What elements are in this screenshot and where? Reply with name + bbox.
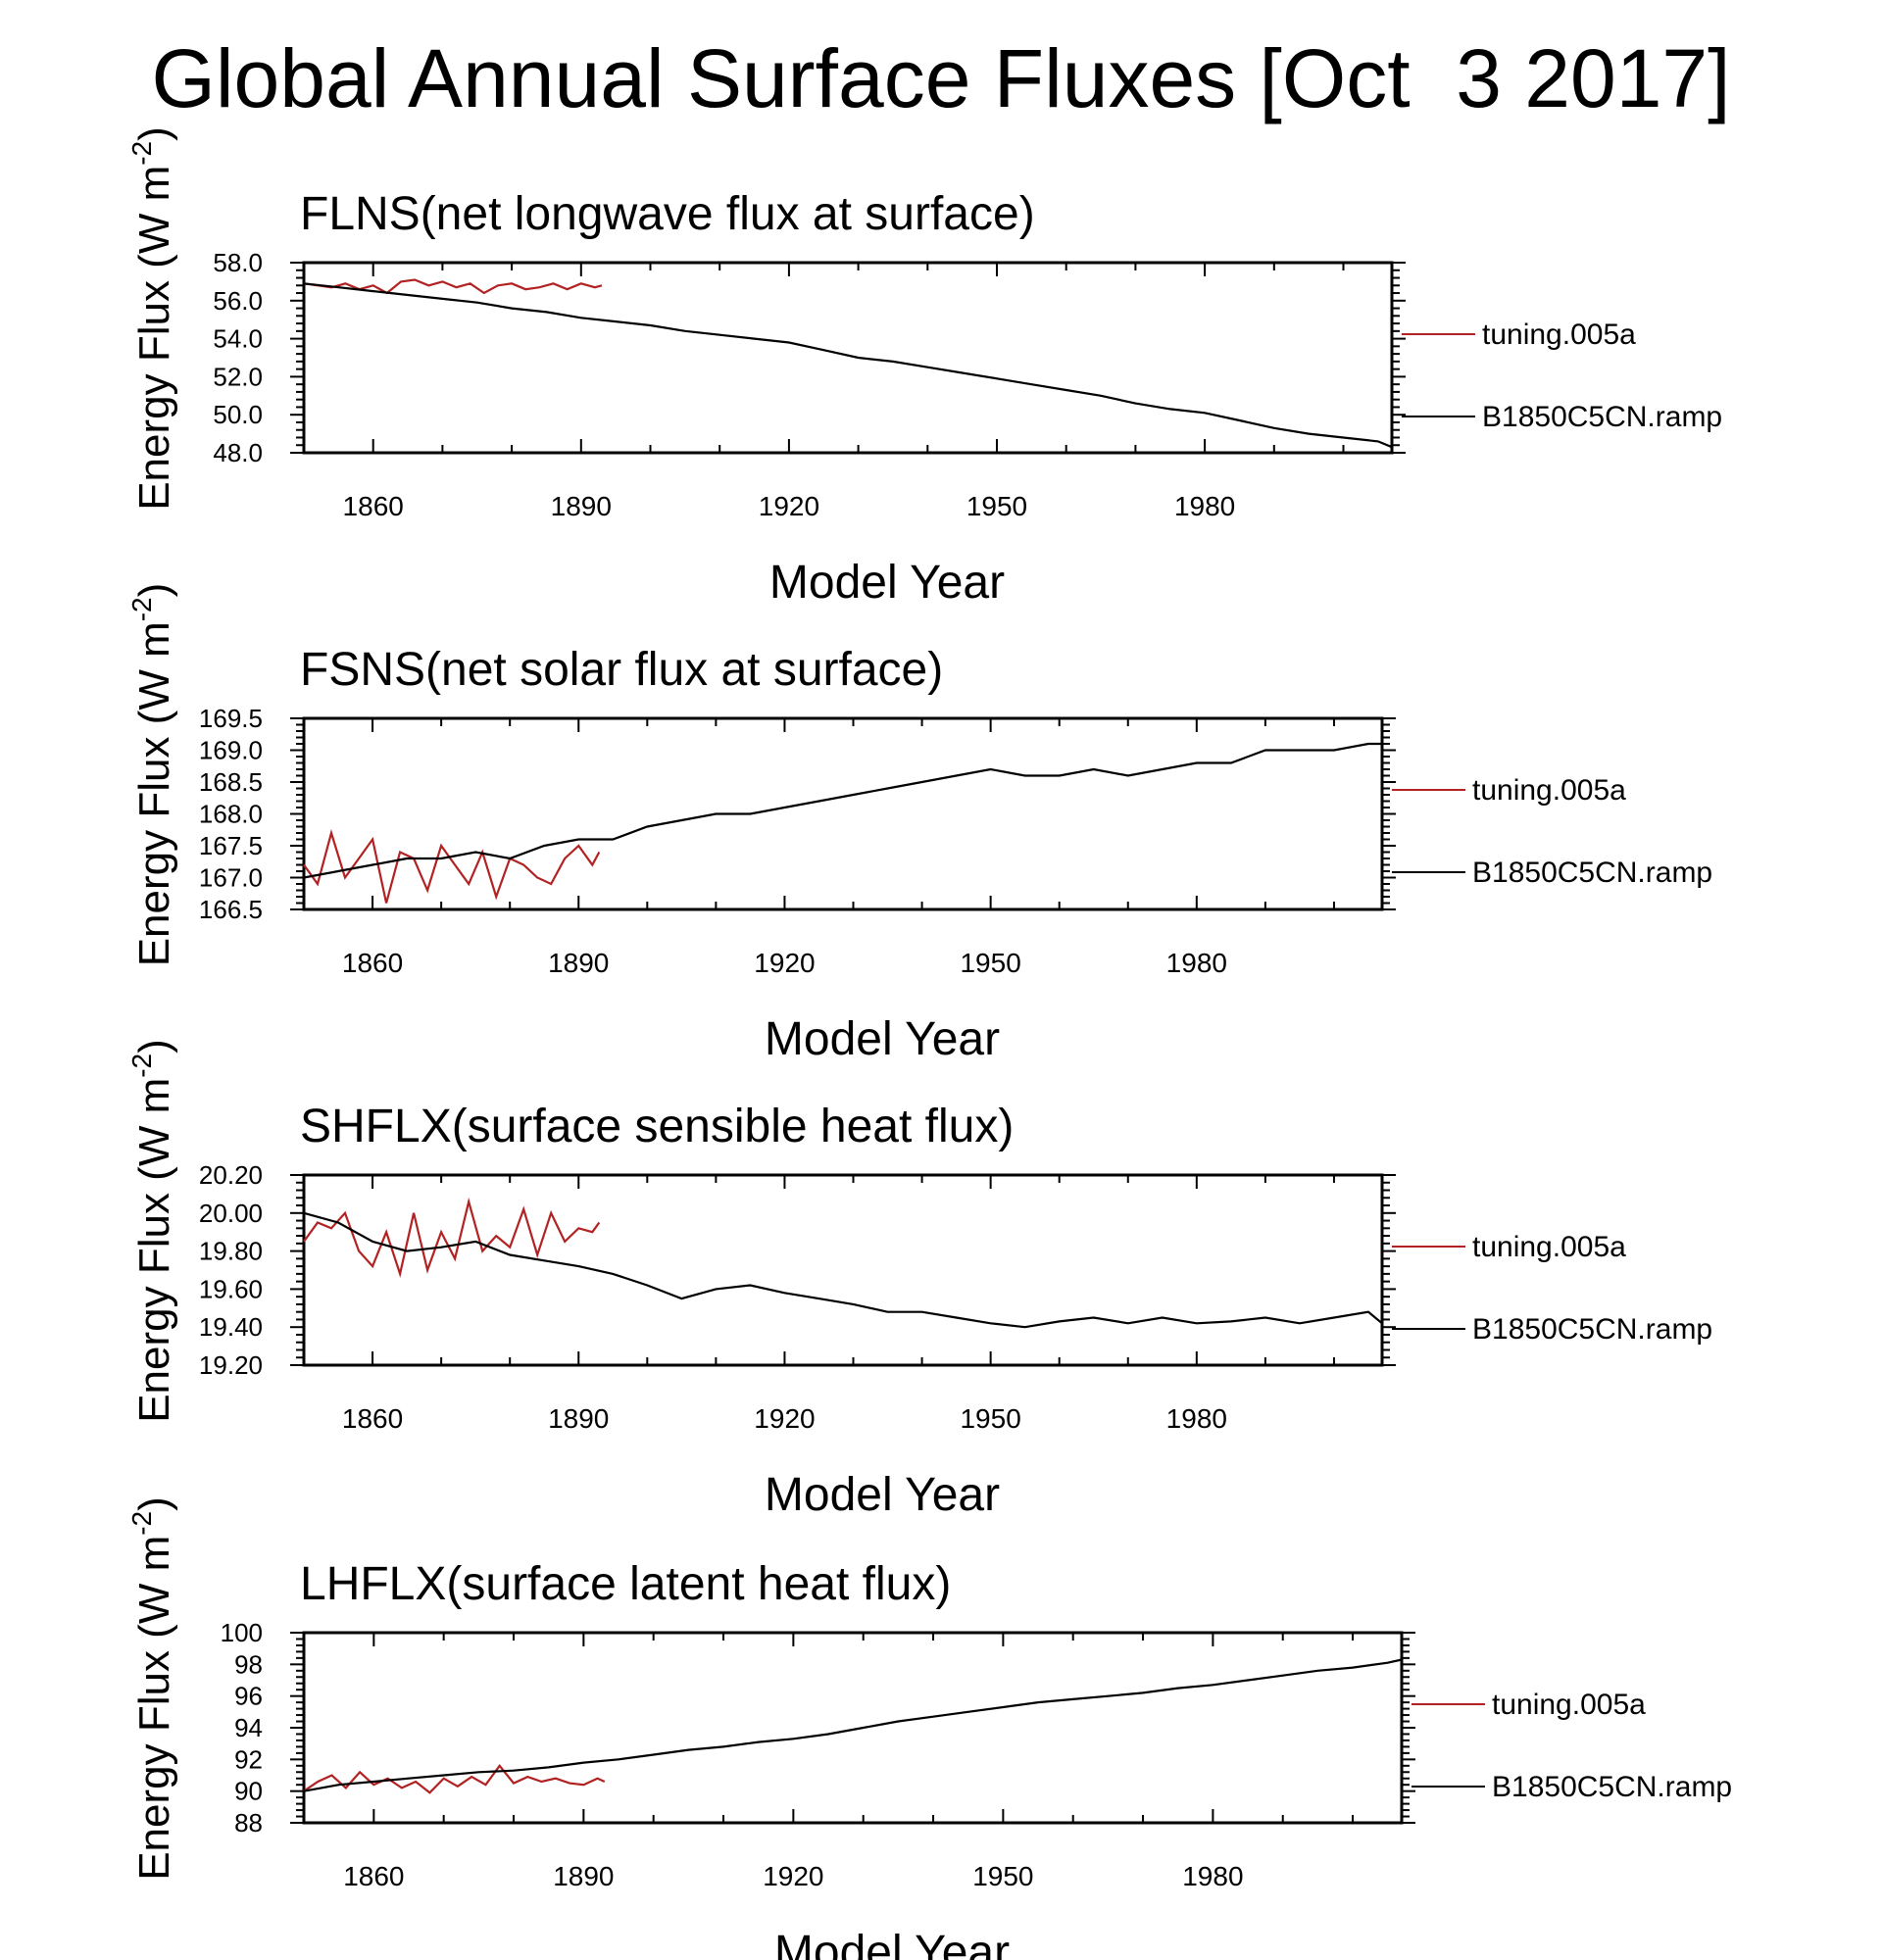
- series-line-B1850C5CN.ramp: [303, 742, 1382, 879]
- y-tick-label: 19.20: [199, 1350, 263, 1380]
- y-axis-label-close: ): [130, 126, 178, 141]
- y-tick-label: 20.00: [199, 1199, 263, 1228]
- x-axis-label: Model Year: [769, 557, 1005, 609]
- figure-title: Global Annual Surface Fluxes [Oct 3 2017…: [151, 32, 1731, 124]
- series-line-tuning.005a: [303, 829, 601, 904]
- x-tick-label: 1980: [1166, 948, 1227, 978]
- y-tick-label: 52.0: [213, 362, 263, 391]
- y-axis-label-text: Energy Flux (W m: [130, 1536, 178, 1881]
- x-tick-label: 1950: [972, 1861, 1033, 1891]
- x-tick-label: 1890: [553, 1861, 614, 1891]
- x-tick-label: 1920: [754, 1403, 815, 1434]
- y-tick-label: 19.60: [199, 1274, 263, 1303]
- panel-title: LHFLX(surface latent heat flux): [300, 1558, 951, 1610]
- x-axis-label: Model Year: [774, 1927, 1010, 1960]
- y-axis-label-text: Energy Flux (W m: [130, 166, 178, 511]
- panel-title: FLNS(net longwave flux at surface): [300, 188, 1035, 240]
- x-tick-label: 1920: [763, 1861, 823, 1891]
- panel-title: SHFLX(surface sensible heat flux): [300, 1101, 1014, 1152]
- y-tick-label: 168.0: [199, 800, 263, 829]
- legend-label: B1850C5CN.ramp: [1472, 857, 1712, 889]
- series-line-tuning.005a: [303, 278, 603, 295]
- legend-label: tuning.005a: [1472, 1231, 1626, 1263]
- series-line-B1850C5CN.ramp: [303, 282, 1393, 449]
- x-tick-label: 1920: [759, 491, 819, 521]
- y-axis-label-exponent: -2: [126, 141, 157, 166]
- x-tick-label: 1890: [548, 1403, 609, 1434]
- x-axis-label: Model Year: [765, 1013, 1000, 1065]
- x-tick-label: 1860: [342, 1403, 403, 1434]
- y-tick-label: 166.5: [199, 895, 263, 924]
- series-line-tuning.005a: [303, 1763, 606, 1794]
- y-axis-label-exponent: -2: [126, 1054, 157, 1078]
- y-tick-label: 100: [221, 1618, 263, 1647]
- x-tick-label: 1860: [342, 948, 403, 978]
- y-axis-label-text: Energy Flux (W m: [130, 621, 178, 966]
- y-tick-label: 58.0: [213, 248, 263, 277]
- x-tick-label: 1950: [960, 948, 1020, 978]
- y-axis-label-close: ): [130, 1496, 178, 1511]
- x-tick-label: 1980: [1166, 1403, 1227, 1434]
- y-tick-label: 50.0: [213, 400, 263, 429]
- x-tick-label: 1890: [551, 491, 612, 521]
- panel-title: FSNS(net solar flux at surface): [300, 644, 943, 696]
- x-tick-label: 1890: [548, 948, 609, 978]
- y-tick-label: 54.0: [213, 324, 263, 354]
- y-tick-label: 96: [234, 1682, 263, 1711]
- y-axis-label-exponent: -2: [126, 1511, 157, 1536]
- legend-label: B1850C5CN.ramp: [1482, 401, 1722, 433]
- y-tick-label: 92: [234, 1744, 263, 1774]
- legend-label: B1850C5CN.ramp: [1492, 1771, 1732, 1803]
- y-tick-label: 98: [234, 1649, 263, 1679]
- y-axis-label-exponent: -2: [126, 597, 157, 621]
- x-tick-label: 1920: [754, 948, 815, 978]
- legend-label: tuning.005a: [1472, 774, 1626, 807]
- legend-label: B1850C5CN.ramp: [1472, 1313, 1712, 1346]
- plot-frame: [302, 1173, 1384, 1367]
- y-axis-label: Energy Flux (W m-2): [126, 126, 178, 511]
- x-tick-label: 1980: [1174, 491, 1235, 521]
- x-tick-label: 1950: [966, 491, 1027, 521]
- y-axis-label-close: ): [130, 1039, 178, 1054]
- legend-label: tuning.005a: [1482, 318, 1636, 351]
- y-tick-label: 167.0: [199, 863, 263, 893]
- y-tick-label: 19.40: [199, 1312, 263, 1342]
- x-tick-label: 1950: [960, 1403, 1020, 1434]
- y-tick-label: 167.5: [199, 831, 263, 860]
- plot-frame: [302, 1631, 1404, 1825]
- y-tick-label: 56.0: [213, 286, 263, 316]
- y-tick-label: 88: [234, 1808, 263, 1838]
- y-tick-label: 20.20: [199, 1160, 263, 1190]
- chart-panel-3: SHFLX(surface sensible heat flux) 1860 189…: [126, 1039, 1712, 1521]
- chart-panel-2: FSNS(net solar flux at surface) 1860 1890 1…: [126, 583, 1712, 1065]
- chart-panel-1: FLNS(net longwave flux at surface) 1860 18…: [126, 126, 1722, 609]
- legend-label: tuning.005a: [1492, 1689, 1646, 1721]
- series-line-tuning.005a: [303, 1197, 601, 1279]
- y-tick-label: 169.0: [199, 736, 263, 765]
- y-axis-label: Energy Flux (W m-2): [126, 583, 178, 967]
- y-tick-label: 168.5: [199, 767, 263, 797]
- y-tick-label: 19.80: [199, 1237, 263, 1266]
- x-axis-label: Model Year: [765, 1469, 1000, 1521]
- x-tick-label: 1980: [1182, 1861, 1243, 1891]
- y-axis-label: Energy Flux (W m-2): [126, 1496, 178, 1881]
- x-tick-label: 1860: [343, 1861, 404, 1891]
- y-tick-label: 94: [234, 1713, 263, 1742]
- plot-frame: [302, 261, 1394, 455]
- y-tick-label: 169.5: [199, 704, 263, 733]
- series-line-B1850C5CN.ramp: [303, 1211, 1383, 1329]
- chart-panel-4: LHFLX(surface latent heat flux) 1860 1890 1…: [126, 1496, 1732, 1960]
- y-tick-label: 90: [234, 1777, 263, 1806]
- y-axis-label-text: Energy Flux (W m: [130, 1078, 178, 1423]
- y-axis-label: Energy Flux (W m-2): [126, 1039, 178, 1423]
- y-tick-label: 48.0: [213, 438, 263, 467]
- series-line-B1850C5CN.ramp: [303, 1658, 1403, 1792]
- x-tick-label: 1860: [343, 491, 404, 521]
- y-axis-label-close: ): [130, 583, 178, 598]
